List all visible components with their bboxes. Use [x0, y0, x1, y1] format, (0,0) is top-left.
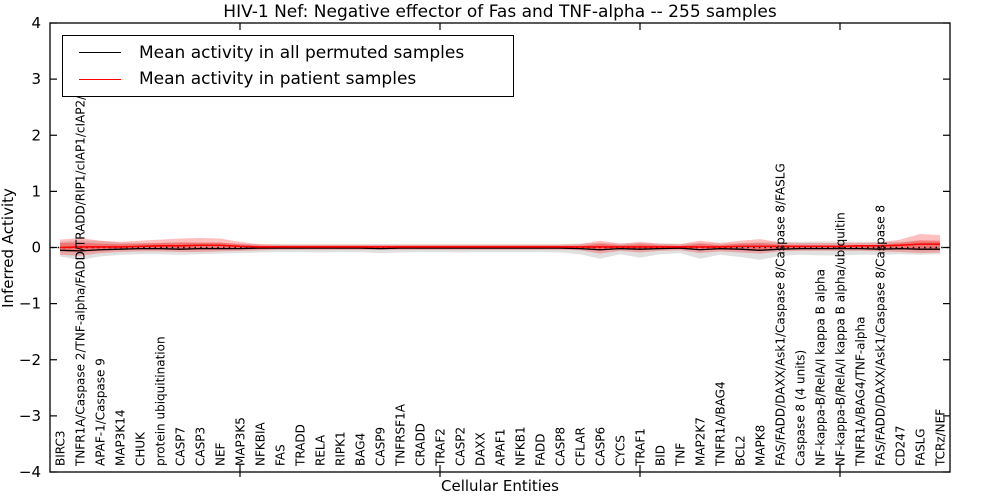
x-tick-label: FADD: [534, 434, 548, 467]
x-tick-label: TNFR1A/BAG4/TNF-alpha: [854, 317, 868, 467]
x-tick-label: CFLAR: [574, 427, 588, 466]
x-tick-label: APAF-1/Caspase 9: [94, 358, 108, 466]
x-tick-label: CRADD: [414, 423, 428, 466]
legend-label-patient: Mean activity in patient samples: [139, 69, 417, 90]
x-tick-label: RIPK1: [334, 431, 348, 466]
y-tick-label: 2: [31, 126, 41, 144]
x-tick-label: CASP2: [454, 427, 468, 466]
x-tick-label: CASP3: [194, 427, 208, 466]
x-tick-label: CASP9: [374, 427, 388, 466]
x-tick-label: BID: [654, 445, 668, 466]
x-tick-label: DAXX: [474, 432, 488, 466]
x-tick-label: CASP8: [554, 427, 568, 466]
y-tick-label: −1: [19, 295, 41, 313]
x-tick-label: MAP3K14: [114, 409, 128, 466]
x-tick-label: CHUK: [134, 431, 148, 466]
x-axis-title: Cellular Entities: [441, 477, 559, 495]
x-tick-label: TNFR1A/Caspase 2/TNF-alpha/FADD/TRADD/RI…: [74, 58, 88, 467]
x-tick-label: BIRC3: [54, 430, 68, 466]
x-tick-label: RELA: [314, 434, 328, 466]
patient-samples-range-outer-band: [60, 234, 940, 256]
x-tick-label: MAP3K5: [234, 417, 248, 466]
x-tick-label: BAG4: [354, 433, 368, 466]
x-tick-label: FAS/FADD/DAXX/Ask1/Caspase 8/Caspase 8: [874, 205, 888, 466]
y-tick-label: −3: [19, 407, 41, 425]
y-tick-label: 0: [31, 239, 41, 257]
patient-mean-line: [59, 243, 940, 249]
y-tick-label: −4: [19, 463, 41, 481]
x-tick-label: NF-kappa-B/RelA/I kappa B alpha: [814, 269, 828, 466]
permuted-line-swatch: [79, 52, 121, 54]
y-tick-label: 3: [31, 70, 41, 88]
x-tick-label: NEF: [214, 442, 228, 466]
x-tick-label: FASLG: [914, 428, 928, 466]
x-tick-label: FAS/FADD/DAXX/Ask1/Caspase 8/Caspase 8/F…: [774, 163, 788, 466]
legend-item-patient: Mean activity in patient samples: [63, 69, 513, 89]
x-tick-label: BCL2: [734, 435, 748, 466]
chart-title: HIV-1 Nef: Negative effector of Fas and …: [223, 2, 777, 22]
legend-item-permuted: Mean activity in all permuted samples: [63, 43, 513, 63]
x-tick-label: NF-kappa-B/RelA/I kappa B alpha/ubiquiti…: [834, 212, 848, 466]
x-tick-label: MAP2K7: [694, 417, 708, 466]
x-tick-label: Caspase 8 (4 units): [794, 350, 808, 466]
x-tick-label: FAS: [274, 444, 288, 466]
legend: Mean activity in all permuted samples Me…: [62, 35, 514, 97]
x-tick-label: CASP7: [174, 427, 188, 466]
y-tick-label: −2: [19, 351, 41, 369]
y-axis-title: Inferred Activity: [0, 188, 17, 308]
x-tick-label: TRADD: [294, 424, 308, 467]
x-tick-label: APAF1: [494, 429, 508, 466]
patient-line-swatch: [79, 78, 121, 80]
x-tick-label: MAPK8: [754, 425, 768, 466]
y-tick-label: 4: [31, 14, 41, 32]
x-tick-label: protein ubiquitination: [154, 336, 168, 466]
permuted-samples-range-band: [60, 240, 940, 260]
legend-label-permuted: Mean activity in all permuted samples: [139, 42, 465, 63]
y-tick-label: 1: [31, 182, 41, 200]
x-tick-label: TNFRSF1A: [394, 403, 408, 467]
permuted-mean-line: [59, 247, 940, 252]
x-tick-label: TNFR1A/BAG4: [714, 381, 728, 467]
x-tick-label: TRAF1: [634, 428, 648, 467]
x-tick-label: CASP6: [594, 427, 608, 466]
x-tick-label: CD247: [894, 425, 908, 466]
x-tick-label: NFKB1: [514, 426, 528, 466]
x-tick-label: NFKBIA: [254, 421, 268, 466]
x-tick-label: CYCS: [614, 435, 628, 466]
x-tick-label: TNF: [674, 443, 688, 467]
x-tick-label: TCRz/NEF: [934, 409, 948, 467]
x-tick-label: TRAF2: [434, 428, 448, 467]
